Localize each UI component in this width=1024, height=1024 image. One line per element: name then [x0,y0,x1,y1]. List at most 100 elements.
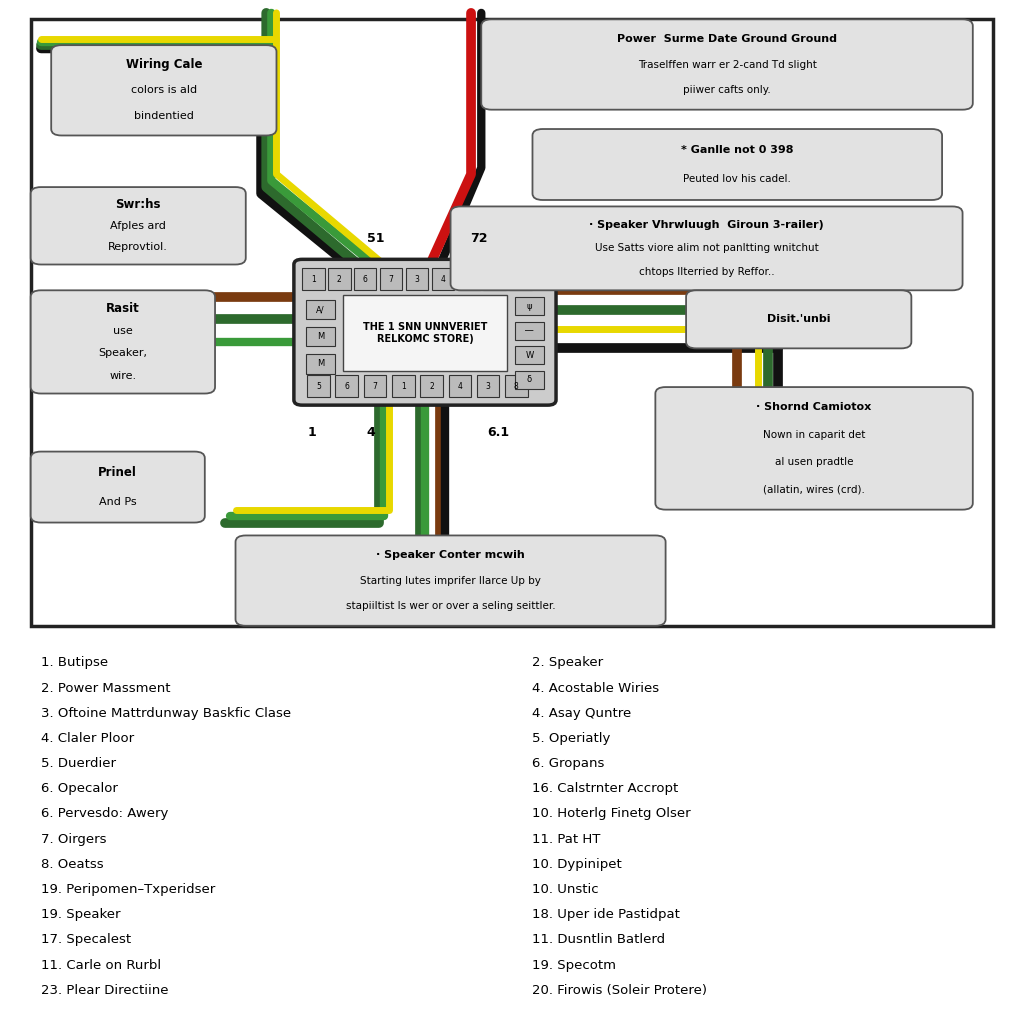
FancyBboxPatch shape [420,376,442,396]
FancyBboxPatch shape [406,267,428,291]
Text: use: use [113,326,133,336]
Text: Swr:hs: Swr:hs [116,198,161,211]
Text: And Ps: And Ps [99,497,136,507]
Text: Nown in caparit det: Nown in caparit det [763,430,865,439]
Text: · Speaker Conter mcwih: · Speaker Conter mcwih [376,550,525,560]
Text: W: W [525,351,534,360]
Text: ψ: ψ [526,302,532,311]
Text: 7. Oirgers: 7. Oirgers [41,833,106,846]
FancyBboxPatch shape [458,267,480,291]
FancyBboxPatch shape [306,327,335,346]
Text: 4. Asay Quntre: 4. Asay Quntre [532,707,632,720]
Text: 6. Pervesdo: Awery: 6. Pervesdo: Awery [41,808,168,820]
Text: M: M [316,332,325,341]
Text: 6: 6 [344,382,349,390]
FancyBboxPatch shape [655,387,973,510]
Text: Afples ard: Afples ard [111,221,166,230]
FancyBboxPatch shape [336,376,358,396]
Text: 7: 7 [373,382,378,390]
Text: 2: 2 [429,382,434,390]
Text: 3: 3 [485,382,490,390]
Text: 10. Unstic: 10. Unstic [532,883,599,896]
Text: 2. Speaker: 2. Speaker [532,656,603,670]
Text: Peuted lov his cadel.: Peuted lov his cadel. [683,174,792,184]
FancyBboxPatch shape [380,267,402,291]
FancyBboxPatch shape [532,129,942,200]
Text: 19. Speaker: 19. Speaker [41,908,121,922]
FancyBboxPatch shape [354,267,377,291]
Text: δ: δ [526,376,532,384]
FancyBboxPatch shape [392,376,415,396]
Text: 5. Duerdier: 5. Duerdier [41,757,116,770]
Text: 4: 4 [440,274,445,284]
Text: 6: 6 [362,274,368,284]
Text: M: M [316,359,325,369]
FancyBboxPatch shape [31,187,246,264]
Text: 10. Hoterlg Finetg Olser: 10. Hoterlg Finetg Olser [532,808,691,820]
FancyBboxPatch shape [307,376,330,396]
Text: * Ganlle not 0 398: * Ganlle not 0 398 [681,145,794,155]
Text: chtops lIterried by Reffor..: chtops lIterried by Reffor.. [639,267,774,278]
FancyBboxPatch shape [515,371,544,389]
Text: 17. Specalest: 17. Specalest [41,933,131,946]
Text: 19. Specotm: 19. Specotm [532,958,616,972]
FancyBboxPatch shape [483,267,506,291]
Text: 1: 1 [518,274,523,284]
Text: 20. Firowis (Soleir Protere): 20. Firowis (Soleir Protere) [532,984,708,996]
Text: 1: 1 [400,382,406,390]
Text: 8: 8 [514,382,519,390]
Text: 3: 3 [493,274,497,284]
Text: stapiiltist ls wer or over a seling seittler.: stapiiltist ls wer or over a seling seit… [346,601,555,611]
Text: 23. Plear Directiine: 23. Plear Directiine [41,984,169,996]
Text: 4. Claler Ploor: 4. Claler Ploor [41,732,134,745]
Text: Prinel: Prinel [98,466,137,479]
Text: Rasit: Rasit [106,301,139,314]
FancyBboxPatch shape [505,376,527,396]
Text: 11. Pat HT: 11. Pat HT [532,833,601,846]
Text: 10. Dypinipet: 10. Dypinipet [532,858,623,870]
Text: 4. Acostable Wiries: 4. Acostable Wiries [532,682,659,694]
Text: 1: 1 [311,274,315,284]
Text: 7: 7 [389,274,393,284]
FancyBboxPatch shape [306,354,335,374]
Text: Disit.'unbi: Disit.'unbi [767,314,830,325]
Text: 3: 3 [415,274,420,284]
Text: · Shornd Camiotox: · Shornd Camiotox [757,402,871,413]
Text: 51: 51 [367,232,385,245]
Text: (allatin, wires (crd).: (allatin, wires (crd). [763,484,865,495]
FancyBboxPatch shape [481,19,973,110]
FancyBboxPatch shape [343,296,507,371]
Text: Use Satts viore alim not panltting wnitchut: Use Satts viore alim not panltting wnitc… [595,244,818,253]
Text: 19. Peripomen–Txperidser: 19. Peripomen–Txperidser [41,883,215,896]
FancyBboxPatch shape [509,267,531,291]
Text: 9: 9 [466,274,471,284]
FancyBboxPatch shape [31,19,993,626]
Text: 2. Power Massment: 2. Power Massment [41,682,170,694]
Text: 18. Uper ide Pastidpat: 18. Uper ide Pastidpat [532,908,680,922]
FancyBboxPatch shape [451,207,963,291]
Text: wire.: wire. [110,371,136,381]
FancyBboxPatch shape [686,291,911,348]
Text: 1: 1 [308,426,316,438]
Text: Wiring Cale: Wiring Cale [126,58,202,71]
FancyBboxPatch shape [328,267,350,291]
Text: 11. Carle on Rurbl: 11. Carle on Rurbl [41,958,161,972]
FancyBboxPatch shape [31,291,215,393]
Text: 3. Oftoine Mattrdunway Baskfic Clase: 3. Oftoine Mattrdunway Baskfic Clase [41,707,291,720]
Text: 5: 5 [316,382,321,390]
FancyBboxPatch shape [294,259,556,406]
FancyBboxPatch shape [515,322,544,340]
Text: THE 1 SNN UNNVERIET
RELKOMC STORE): THE 1 SNN UNNVERIET RELKOMC STORE) [362,323,487,344]
Text: A/: A/ [316,305,325,314]
FancyBboxPatch shape [51,45,276,135]
Text: 1. Butipse: 1. Butipse [41,656,109,670]
Text: 11. Dusntlin Batlerd: 11. Dusntlin Batlerd [532,933,666,946]
Text: Traselffen warr er 2-cand Td slight: Traselffen warr er 2-cand Td slight [638,59,816,70]
Text: 6. Opecalor: 6. Opecalor [41,782,118,796]
Text: 8. Oeatss: 8. Oeatss [41,858,103,870]
Text: Reprovtiol.: Reprovtiol. [109,243,168,252]
FancyBboxPatch shape [31,452,205,522]
Text: · Speaker Vhrwluugh  Giroun 3-railer): · Speaker Vhrwluugh Giroun 3-railer) [589,220,824,229]
FancyBboxPatch shape [449,376,471,396]
Text: Starting lutes imprifer llarce Up by: Starting lutes imprifer llarce Up by [360,575,541,586]
